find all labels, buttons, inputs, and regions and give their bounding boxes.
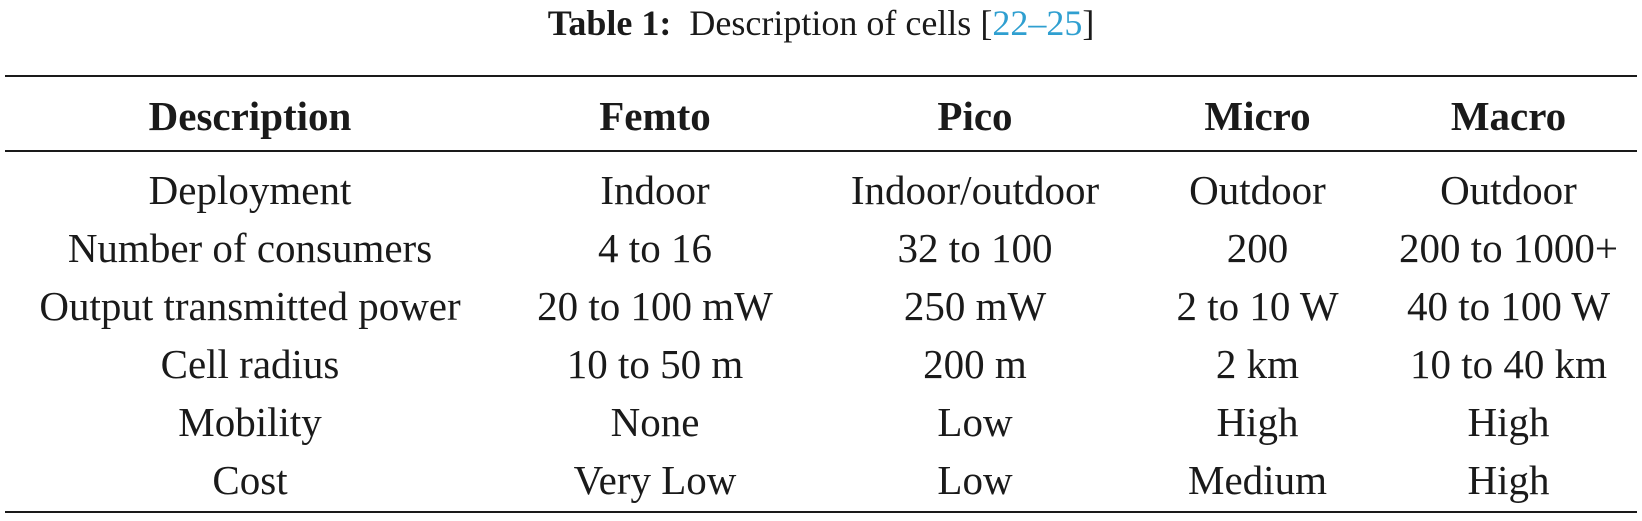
row-label-cell: Cell radius xyxy=(160,341,340,387)
table-caption: Table 1: Description of cells [22–25] xyxy=(0,1,1642,45)
table-body: Deployment Indoor Indoor/outdoor Outdoor… xyxy=(5,161,1637,509)
table-cell: Low xyxy=(937,457,1013,503)
caption-text: Description of cells [22–25] xyxy=(680,3,1094,43)
table-header-rule xyxy=(5,150,1637,152)
table-cell: 2 km xyxy=(1215,341,1300,387)
table-cell: 10 to 50 m xyxy=(566,341,744,387)
table-row: Number of consumers 4 to 16 32 to 100 20… xyxy=(5,219,1637,277)
table-cell: 40 to 100 W xyxy=(1406,283,1611,329)
header-cell-femto: Femto xyxy=(599,93,711,139)
caption-ref-open: [ xyxy=(980,3,993,43)
table-header: Description Femto Pico Micro Macro xyxy=(5,87,1637,145)
row-label-cell: Output transmitted power xyxy=(39,283,461,329)
table-row: Deployment Indoor Indoor/outdoor Outdoor… xyxy=(5,161,1637,219)
table-cell: 4 to 16 xyxy=(598,225,712,271)
header-cell-description: Description xyxy=(148,93,352,139)
header-cell-macro: Macro xyxy=(1450,93,1567,139)
citation-link-start[interactable]: 22 xyxy=(992,3,1029,43)
table-cell: Indoor xyxy=(600,167,710,213)
table-cell: Medium xyxy=(1188,457,1327,503)
caption-label: Table 1: xyxy=(547,3,672,43)
table-row: Output transmitted power 20 to 100 mW 25… xyxy=(5,277,1637,335)
table-cell: 200 m xyxy=(923,341,1027,387)
header-row: Description Femto Pico Micro Macro xyxy=(5,87,1637,145)
row-label-cell: Number of consumers xyxy=(67,225,433,271)
row-label-cell: Mobility xyxy=(178,399,322,445)
table-cell: High xyxy=(1467,399,1550,445)
table-cell: 10 to 40 km xyxy=(1409,341,1608,387)
table-cell: Outdoor xyxy=(1440,167,1577,213)
citation-link-end[interactable]: 25 xyxy=(1046,3,1083,43)
caption-ref-close: ] xyxy=(1082,3,1095,43)
table-top-rule xyxy=(5,75,1637,77)
table-bottom-rule xyxy=(5,511,1637,513)
table-cell: 200 to 1000+ xyxy=(1398,225,1618,271)
row-label-cell: Deployment xyxy=(148,167,352,213)
table-cell: 250 mW xyxy=(903,283,1047,329)
table-cell: None xyxy=(610,399,700,445)
table-cell: Low xyxy=(937,399,1013,445)
table-cell: 200 xyxy=(1226,225,1289,271)
table-cell: High xyxy=(1216,399,1299,445)
table-row: Cost Very Low Low Medium High xyxy=(5,451,1637,509)
table-cell: Indoor/outdoor xyxy=(850,167,1100,213)
table-cell: 2 to 10 W xyxy=(1176,283,1339,329)
table-cell: Outdoor xyxy=(1189,167,1326,213)
header-cell-pico: Pico xyxy=(937,93,1013,139)
table-row: Cell radius 10 to 50 m 200 m 2 km 10 to … xyxy=(5,335,1637,393)
header-cell-micro: Micro xyxy=(1204,93,1311,139)
caption-title: Description of cells xyxy=(689,3,972,43)
table-row: Mobility None Low High High xyxy=(5,393,1637,451)
table-cell: 20 to 100 mW xyxy=(537,283,773,329)
table-cell: Very Low xyxy=(573,457,737,503)
citation-dash: – xyxy=(1028,3,1047,43)
table-cell: High xyxy=(1467,457,1550,503)
table-cell: 32 to 100 xyxy=(897,225,1053,271)
row-label-cell: Cost xyxy=(212,457,288,503)
